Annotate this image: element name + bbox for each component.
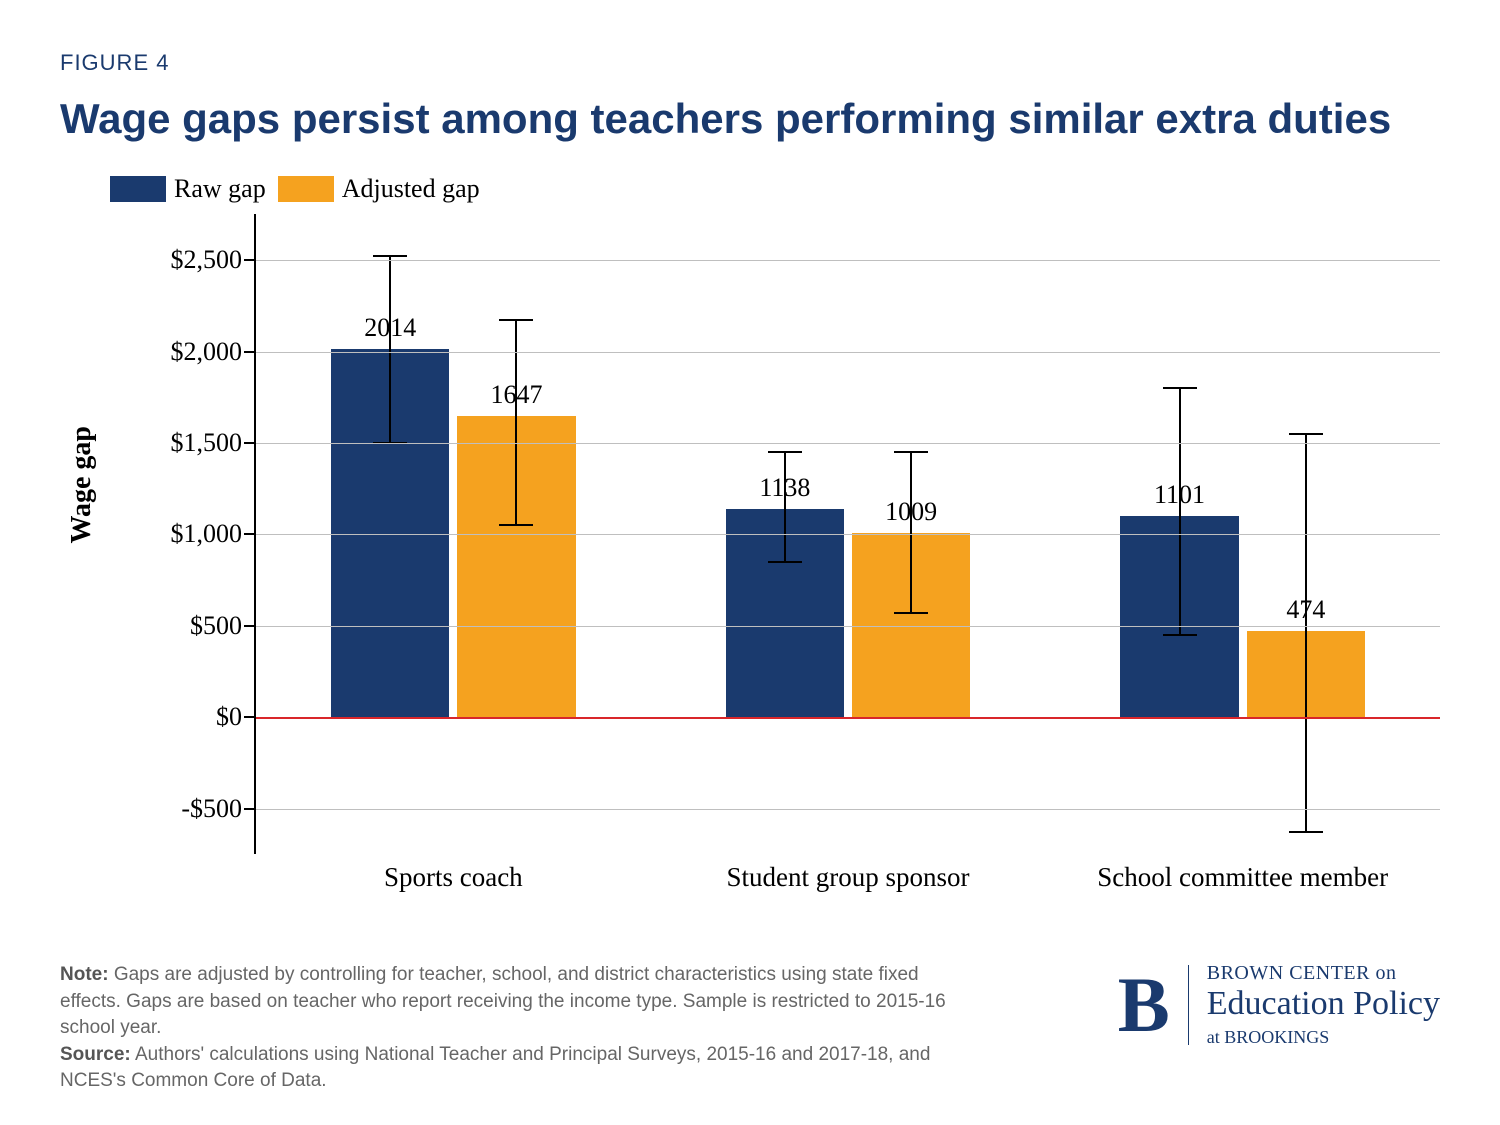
error-cap — [894, 612, 928, 614]
brand-b-icon: B — [1118, 966, 1170, 1044]
gridline — [256, 534, 1440, 535]
gridline — [256, 809, 1440, 810]
legend-swatch — [110, 176, 166, 202]
error-bar — [389, 256, 391, 443]
legend-swatch — [278, 176, 334, 202]
gridline — [256, 260, 1440, 261]
x-tick-label: School committee member — [1045, 862, 1440, 893]
error-cap — [768, 451, 802, 453]
zero-line — [256, 717, 1440, 719]
x-axis-labels: Sports coachStudent group sponsorSchool … — [256, 862, 1440, 893]
x-tick-label: Sports coach — [256, 862, 651, 893]
chart-title: Wage gaps persist among teachers perform… — [60, 94, 1440, 144]
brand-logo: B BROWN CENTER on Education Policy at BR… — [1118, 962, 1440, 1048]
error-bar — [784, 452, 786, 562]
brand-line2: Education Policy — [1207, 985, 1440, 1023]
brand-line1: BROWN CENTER on — [1207, 962, 1440, 985]
brand-text: BROWN CENTER on Education Policy at BROO… — [1207, 962, 1440, 1048]
y-tick-label: $1,000 — [112, 519, 242, 549]
error-cap — [373, 255, 407, 257]
error-cap — [499, 524, 533, 526]
y-tick-mark — [244, 259, 254, 261]
y-tick-label: $2,500 — [112, 245, 242, 275]
plot-area: 20141647113810091101474 — [254, 214, 1440, 854]
x-tick-label: Student group sponsor — [651, 862, 1046, 893]
y-tick-mark — [244, 716, 254, 718]
y-tick-mark — [244, 351, 254, 353]
y-tick-label: $500 — [112, 611, 242, 641]
gridline — [256, 352, 1440, 353]
error-cap — [768, 561, 802, 563]
y-tick-label: -$500 — [112, 794, 242, 824]
error-cap — [499, 319, 533, 321]
note-label: Note: — [60, 964, 109, 985]
error-cap — [1163, 634, 1197, 636]
y-tick-mark — [244, 442, 254, 444]
y-tick-label: $2,000 — [112, 337, 242, 367]
legend-label: Raw gap — [174, 174, 266, 204]
gridline — [256, 626, 1440, 627]
y-tick-mark — [244, 533, 254, 535]
error-cap — [1289, 831, 1323, 833]
y-tick-mark — [244, 625, 254, 627]
legend-label: Adjusted gap — [342, 174, 480, 204]
chart: Wage gap -$500 $0 $500 $1,000 $1,500 $2,000 $2… — [60, 214, 1440, 854]
figure-label: FIGURE 4 — [60, 50, 1440, 76]
brand-divider — [1188, 965, 1189, 1045]
y-axis-label: Wage gap — [60, 426, 104, 543]
error-cap — [1163, 387, 1197, 389]
footer: Note: Gaps are adjusted by controlling f… — [60, 962, 1440, 1095]
source-text: Authors' calculations using National Tea… — [60, 1044, 930, 1092]
note-text: Gaps are adjusted by controlling for tea… — [60, 964, 946, 1038]
error-bar — [1305, 434, 1307, 833]
source-label: Source: — [60, 1044, 131, 1065]
y-tick-mark — [244, 808, 254, 810]
gridline — [256, 443, 1440, 444]
y-tick-label: $0 — [112, 702, 242, 732]
error-bar — [910, 452, 912, 613]
error-bar — [1179, 388, 1181, 635]
y-tick-label: $1,500 — [112, 428, 242, 458]
error-cap — [1289, 433, 1323, 435]
y-axis: -$500 $0 $500 $1,000 $1,500 $2,000 $2,500 — [104, 214, 254, 854]
error-cap — [894, 451, 928, 453]
legend: Raw gap Adjusted gap — [110, 174, 1440, 204]
notes: Note: Gaps are adjusted by controlling f… — [60, 962, 960, 1095]
brand-line3: at BROOKINGS — [1207, 1027, 1440, 1048]
